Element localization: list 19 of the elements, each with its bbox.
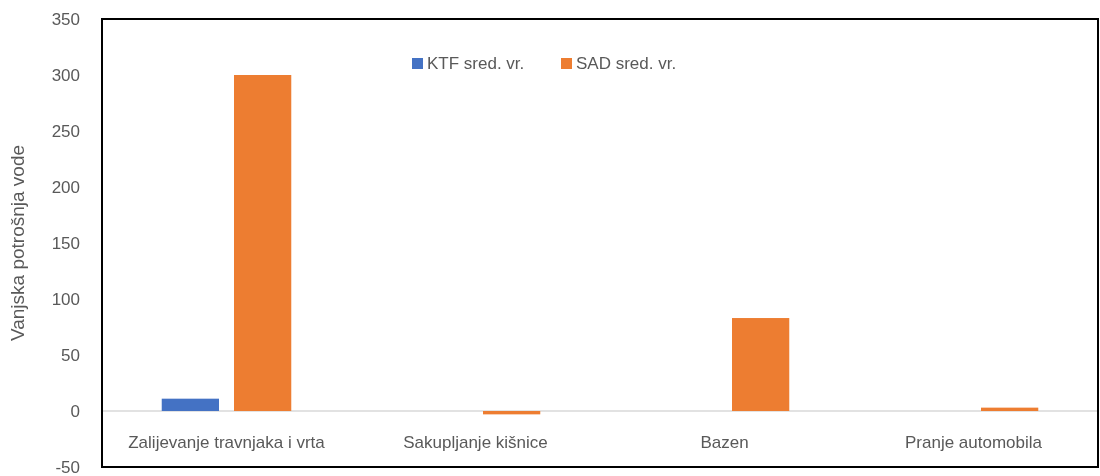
bar (234, 75, 292, 411)
y-tick-label: 200 (51, 177, 80, 197)
y-axis-title: Vanjska potrošnja vode (7, 144, 28, 342)
y-tick-label: 50 (61, 345, 80, 365)
x-tick-label: Zalijevanje travnjaka i vrta (128, 433, 326, 452)
y-tick-label: 350 (51, 9, 80, 29)
x-tick-label: Sakupljanje kišnice (403, 433, 548, 452)
x-tick-label: Pranje automobila (904, 433, 1043, 452)
y-tick-label: 250 (51, 121, 80, 141)
y-tick-label: 300 (51, 65, 80, 85)
legend-label: KTF sred. vr. (427, 54, 525, 73)
bar (161, 398, 219, 411)
y-tick-label: 150 (51, 233, 80, 253)
bar (732, 318, 790, 411)
y-tick-label: -50 (55, 457, 80, 476)
y-tick-label: 0 (70, 401, 80, 421)
x-tick-label: Bazen (700, 433, 749, 452)
y-tick-label: 100 (51, 289, 80, 309)
legend-label: SAD sred. vr. (576, 54, 677, 73)
